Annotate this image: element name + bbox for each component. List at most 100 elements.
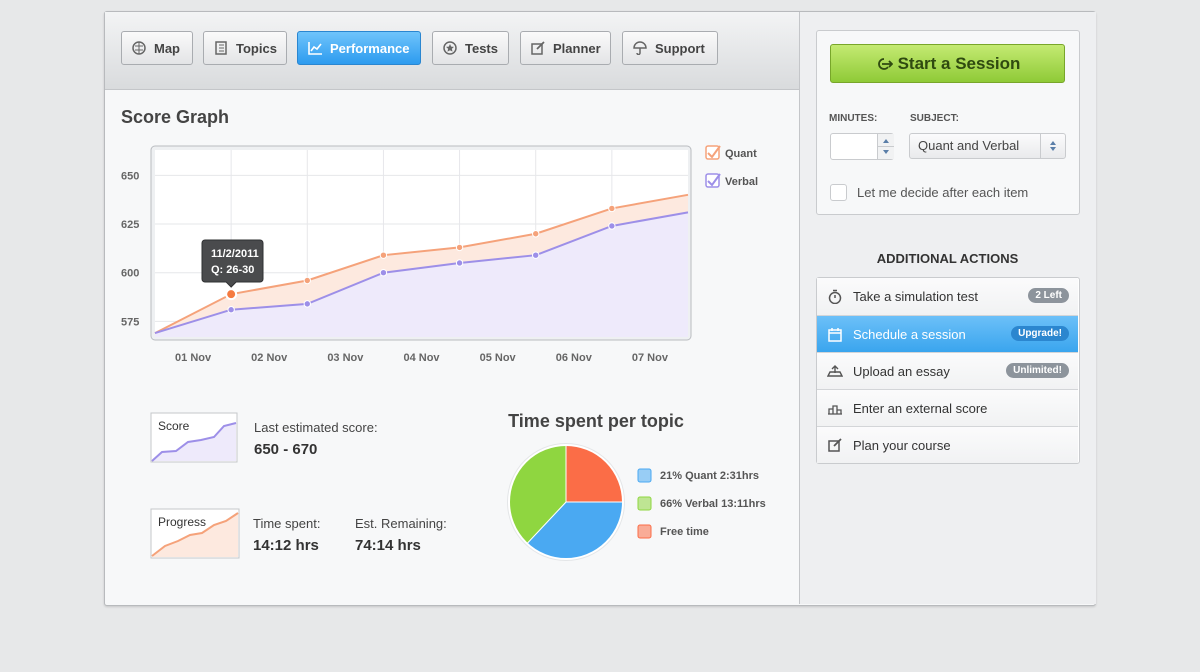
pie <box>508 444 624 560</box>
y-tick-label: 575 <box>121 316 139 328</box>
data-point <box>379 269 388 277</box>
checkbox-label: Let me decide after each item <box>857 185 1029 200</box>
data-point <box>455 243 464 252</box>
data-point <box>608 222 616 230</box>
stat-caption: Est. Remaining: <box>355 516 447 531</box>
data-point <box>532 230 540 238</box>
y-tick-label: 600 <box>121 268 139 280</box>
data-point <box>303 300 311 308</box>
legend-swatch <box>637 524 652 539</box>
tab-label: Topics <box>236 40 277 56</box>
x-tick-label: 02 Nov <box>251 352 288 364</box>
section-title: ADDITIONAL ACTIONS <box>876 251 1019 266</box>
item-icon <box>828 327 842 342</box>
charts: Score Progress 575 600 625 650 01 Nov 02 Nov 0… <box>121 145 766 561</box>
legend-swatch <box>637 496 652 511</box>
series-line <box>154 211 689 335</box>
section-title: Score Graph <box>121 107 230 127</box>
item-label: Upload an essay <box>853 363 950 379</box>
data-point <box>379 251 388 259</box>
tab-label: Planner <box>553 40 601 56</box>
spinner[interactable] <box>877 134 894 159</box>
legend-label: 66% Verbal 13:11hrs <box>660 498 766 510</box>
tab-label: Support <box>655 40 705 56</box>
legend-box <box>705 145 720 160</box>
thumb-label: Score <box>158 419 190 433</box>
action-item[interactable]: Take a simulation test 2 Left <box>817 278 1078 315</box>
legend-check <box>707 145 721 159</box>
tab-icon <box>633 41 647 55</box>
nav-tab[interactable]: Support <box>622 31 718 65</box>
stat-value: 650 - 670 <box>254 441 318 458</box>
button-label: Start a Session <box>897 53 1021 73</box>
legend-box <box>705 173 720 188</box>
stat-caption: Time spent: <box>253 516 321 531</box>
field-label: SUBJECT: <box>910 113 959 124</box>
minutes-input[interactable] <box>830 133 894 160</box>
tab-icon <box>215 41 227 55</box>
select-value: Quant and Verbal <box>918 138 1020 153</box>
nav-tab[interactable]: Tests <box>432 31 509 65</box>
stat-value: 14:12 hrs <box>253 537 319 554</box>
icon <box>877 57 893 70</box>
x-tick-label: 07 Nov <box>632 352 669 364</box>
series-line <box>154 193 689 334</box>
legend-label: Quant <box>725 148 757 160</box>
icon <box>878 139 894 154</box>
tab-icon <box>531 41 545 55</box>
nav-tab[interactable]: Performance <box>297 31 421 65</box>
nav-tab[interactable]: Planner <box>520 31 611 65</box>
item-icon <box>828 289 842 304</box>
item-icon <box>828 404 842 415</box>
x-tick-label: 03 Nov <box>327 352 364 364</box>
action-item[interactable]: Plan your course <box>817 426 1078 463</box>
tab-icon <box>308 42 322 55</box>
legend-swatch <box>637 468 652 483</box>
checkbox[interactable] <box>830 184 847 201</box>
data-point <box>455 259 464 267</box>
plot <box>154 150 689 337</box>
item-badge: Unlimited! <box>1006 363 1069 378</box>
start-button[interactable]: Start a Session <box>830 44 1065 83</box>
nav-tab[interactable]: Topics <box>203 31 287 65</box>
y-tick-label: 650 <box>121 170 139 182</box>
nav-tab[interactable]: Map <box>121 31 193 65</box>
legend-label: Verbal <box>725 176 758 188</box>
item-label: Plan your course <box>853 437 951 453</box>
legend-label: 21% Quant 2:31hrs <box>660 470 759 482</box>
item-label: Take a simulation test <box>853 289 979 304</box>
data-point <box>532 251 540 259</box>
legend-check <box>707 173 721 187</box>
progress-spark <box>151 512 239 557</box>
tab-icon <box>132 41 146 55</box>
chart-title: Time spent per topic <box>508 411 684 431</box>
thumb-label: Progress <box>158 515 206 529</box>
legend-label: Free time <box>660 526 709 538</box>
tab-label: Tests <box>465 40 498 56</box>
y-tick-label: 625 <box>121 219 139 231</box>
item-icon <box>828 437 842 452</box>
item-label: Enter an external score <box>853 400 988 416</box>
stat-caption: Last estimated score: <box>254 420 378 435</box>
action-item[interactable]: Schedule a session Upgrade! <box>817 315 1078 352</box>
item-badge: Upgrade! <box>1011 326 1069 341</box>
tooltip-text: Q: 26-30 <box>211 264 254 276</box>
item-badge: 2 Left <box>1028 288 1069 303</box>
select-arrow <box>1040 134 1066 158</box>
action-item[interactable]: Enter an external score <box>817 389 1078 426</box>
stat-value: 74:14 hrs <box>355 537 421 554</box>
tab-icon <box>443 41 457 55</box>
tooltip <box>201 239 264 288</box>
data-point <box>225 288 238 301</box>
data-point <box>303 276 311 285</box>
subject-select[interactable]: Quant and Verbal <box>909 133 1066 159</box>
tab-label: Performance <box>330 40 410 56</box>
field-label: MINUTES: <box>829 113 878 124</box>
score-spark <box>151 422 237 462</box>
action-item[interactable]: Upload an essay Unlimited! <box>817 352 1078 389</box>
item-icon <box>827 364 843 377</box>
data-point <box>608 204 616 213</box>
x-tick-label: 06 Nov <box>556 352 593 364</box>
icon <box>1050 141 1056 151</box>
pie-border <box>508 444 624 560</box>
